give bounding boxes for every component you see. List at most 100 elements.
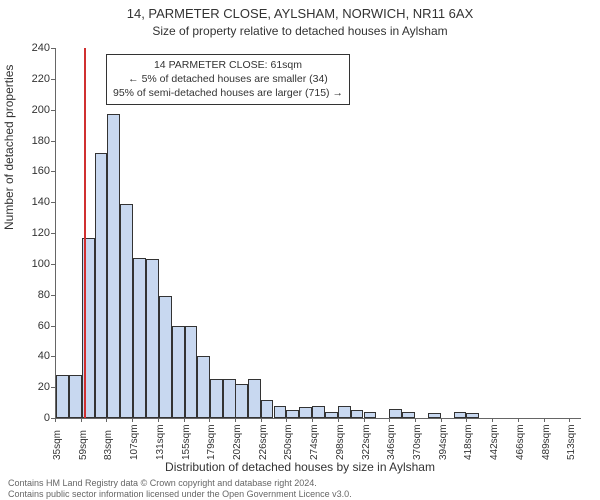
y-tick-label: 0 [10,412,50,424]
y-tick-label: 240 [10,42,50,54]
histogram-bar [210,379,223,418]
y-tick-mark [51,295,55,296]
x-tick-mark [518,418,519,422]
histogram-bar [351,410,364,418]
x-tick-label: 131sqm [155,424,166,460]
x-tick-mark [132,418,133,422]
x-tick-label: 346sqm [386,424,397,460]
histogram-bar [172,326,185,419]
y-tick-label: 220 [10,73,50,85]
y-tick-label: 200 [10,104,50,116]
footer-copyright-2: Contains public sector information licen… [8,489,352,499]
y-tick-label: 60 [10,320,50,332]
y-tick-mark [51,202,55,203]
x-tick-mark [364,418,365,422]
histogram-bar [338,406,351,418]
x-tick-mark [261,418,262,422]
y-tick-label: 80 [10,289,50,301]
chart-title-sub: Size of property relative to detached ho… [0,24,600,38]
x-tick-mark [415,418,416,422]
chart-title-main: 14, PARMETER CLOSE, AYLSHAM, NORWICH, NR… [0,6,600,21]
histogram-bar [299,407,312,418]
histogram-bar [146,259,159,418]
histogram-bar [56,375,69,418]
histogram-bar [159,296,172,418]
histogram-bar [364,412,377,418]
x-tick-label: 83sqm [103,430,114,460]
x-tick-mark [81,418,82,422]
x-tick-mark [466,418,467,422]
x-axis-label: Distribution of detached houses by size … [0,460,600,474]
y-tick-mark [51,326,55,327]
annotation-line-2: ← 5% of detached houses are smaller (34) [113,72,343,86]
x-tick-label: 226sqm [258,424,269,460]
x-tick-mark [569,418,570,422]
y-tick-mark [51,356,55,357]
x-tick-mark [441,418,442,422]
x-tick-label: 442sqm [489,424,500,460]
histogram-bar [107,114,120,418]
footer-copyright-1: Contains HM Land Registry data © Crown c… [8,478,317,488]
x-tick-mark [184,418,185,422]
x-tick-label: 489sqm [541,424,552,460]
x-tick-label: 59sqm [78,430,89,460]
x-tick-label: 250sqm [283,424,294,460]
x-tick-label: 466sqm [515,424,526,460]
y-tick-label: 160 [10,165,50,177]
y-tick-mark [51,79,55,80]
y-tick-label: 20 [10,381,50,393]
x-tick-mark [312,418,313,422]
x-tick-label: 322sqm [361,424,372,460]
histogram-bar [235,384,248,418]
x-tick-label: 394sqm [438,424,449,460]
histogram-bar [286,410,299,418]
x-tick-mark [106,418,107,422]
histogram-bar [454,412,467,418]
x-tick-mark [544,418,545,422]
histogram-bar [133,258,146,418]
x-tick-mark [286,418,287,422]
x-tick-label: 35sqm [52,430,63,460]
x-tick-mark [338,418,339,422]
histogram-bar [312,406,325,418]
y-tick-mark [51,48,55,49]
x-tick-label: 202sqm [232,424,243,460]
y-tick-label: 40 [10,350,50,362]
property-marker-line [84,48,86,418]
chart-container: 14, PARMETER CLOSE, AYLSHAM, NORWICH, NR… [0,0,600,500]
y-tick-mark [51,387,55,388]
y-tick-label: 180 [10,135,50,147]
x-tick-label: 418sqm [463,424,474,460]
annotation-box: 14 PARMETER CLOSE: 61sqm ← 5% of detache… [106,54,350,105]
histogram-bar [274,406,287,418]
histogram-bar [95,153,108,418]
histogram-bar [120,204,133,418]
y-tick-label: 140 [10,196,50,208]
y-tick-mark [51,264,55,265]
x-tick-mark [209,418,210,422]
x-tick-label: 370sqm [412,424,423,460]
x-tick-label: 107sqm [129,424,140,460]
histogram-bar [325,412,338,418]
histogram-bar [402,412,415,418]
x-tick-mark [492,418,493,422]
x-tick-label: 179sqm [206,424,217,460]
x-tick-label: 298sqm [335,424,346,460]
histogram-bar [248,379,261,418]
y-tick-mark [51,141,55,142]
x-tick-mark [55,418,56,422]
y-tick-mark [51,171,55,172]
histogram-bar [428,413,441,418]
y-tick-label: 100 [10,258,50,270]
histogram-bar [197,356,210,418]
annotation-line-1: 14 PARMETER CLOSE: 61sqm [113,58,343,72]
y-tick-label: 120 [10,227,50,239]
x-tick-label: 155sqm [181,424,192,460]
histogram-bar [389,409,402,418]
x-tick-label: 513sqm [566,424,577,460]
y-tick-mark [51,110,55,111]
x-tick-label: 274sqm [309,424,320,460]
histogram-bar [261,400,274,419]
x-tick-mark [158,418,159,422]
histogram-bar [466,413,479,418]
